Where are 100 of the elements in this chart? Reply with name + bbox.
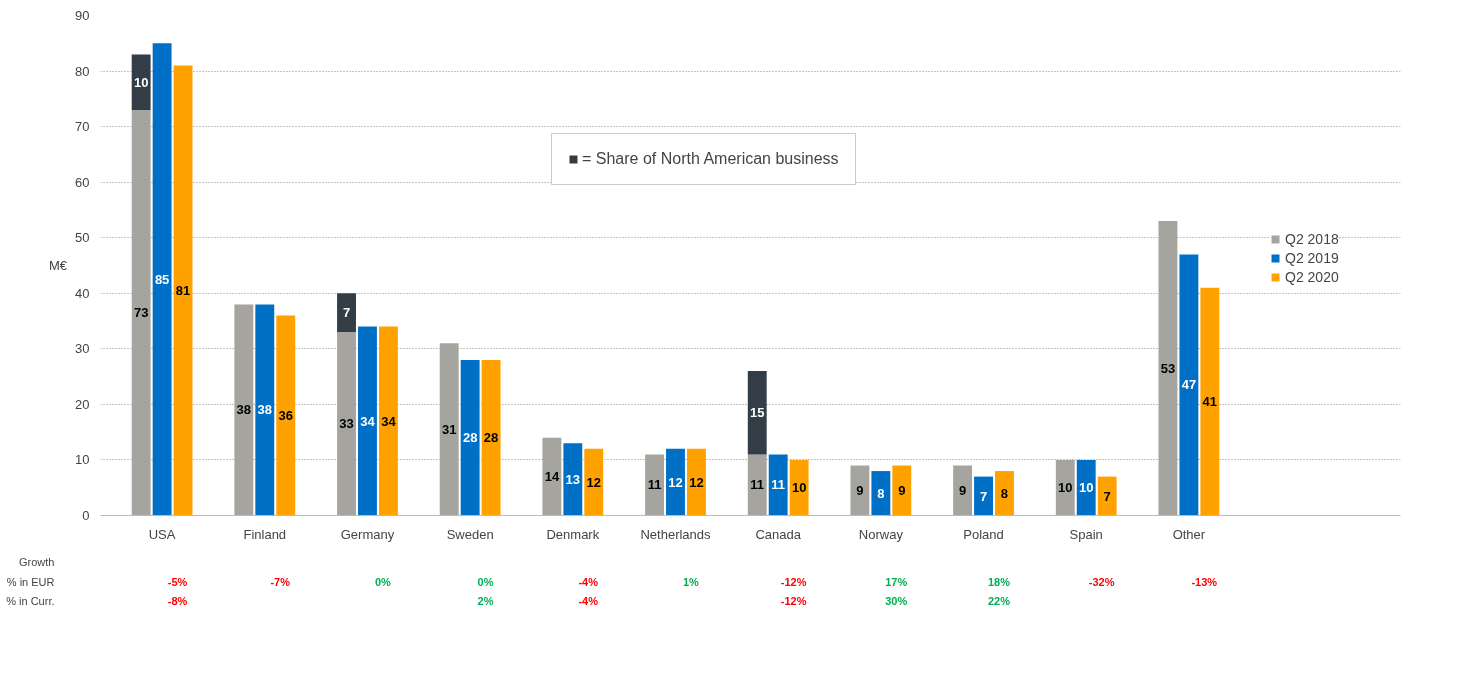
y-tick-label: 80 (75, 63, 90, 79)
text: 22% (987, 594, 1011, 607)
text: -13% (1191, 575, 1218, 588)
text: -4% (578, 575, 599, 588)
data-label: 10 (1078, 480, 1094, 496)
text: 18% (987, 575, 1011, 588)
legend-label: Q2 2020 (1285, 269, 1339, 285)
data-label: 34 (381, 413, 397, 429)
bar (439, 343, 459, 516)
bar (460, 359, 480, 516)
x-tick-label: Spain (1069, 526, 1103, 542)
data-label: 47 (1181, 377, 1197, 393)
data-label: 14 (544, 469, 560, 485)
y-tick-label: 50 (75, 230, 90, 246)
data-label: 38 (257, 402, 273, 418)
bar (255, 304, 275, 516)
x-tick-label: Other (1172, 526, 1206, 542)
data-label: 10 (791, 480, 807, 496)
data-label: 36 (278, 408, 293, 423)
text: 0% (374, 575, 392, 588)
bar (789, 459, 809, 516)
data-label: 28 (462, 430, 478, 446)
data-label: 12 (668, 474, 683, 490)
x-tick-label: Germany (340, 526, 395, 542)
bar (666, 448, 685, 516)
bar (645, 454, 664, 516)
bar (358, 326, 377, 516)
text: % in EUR (6, 575, 55, 588)
data-label: 41 (1202, 394, 1218, 410)
data-label: 33 (339, 416, 354, 432)
data-label: 15 (750, 405, 765, 421)
data-label: 9 (898, 483, 906, 498)
bar (173, 65, 193, 516)
data-label: 73 (133, 305, 149, 321)
data-label: 53 (1160, 360, 1176, 376)
data-label: 9 (958, 483, 967, 498)
bar (892, 465, 912, 516)
bar (747, 454, 767, 516)
text: 30% (885, 594, 908, 607)
data-label: 38 (236, 402, 252, 418)
text: -8% (167, 594, 188, 607)
y-tick-label: 20 (75, 396, 90, 412)
bar (276, 315, 296, 516)
y-tick-label: 40 (75, 285, 90, 301)
data-label: 85 (154, 271, 170, 287)
x-tick-label: USA (148, 526, 176, 542)
y-tick-label: 30 (75, 341, 90, 357)
data-label: 28 (483, 430, 499, 446)
data-label: 7 (342, 305, 351, 321)
bar (1097, 476, 1117, 516)
data-label: 31 (441, 421, 457, 437)
y-tick-label: 70 (75, 119, 90, 135)
x-tick-label: Denmark (546, 526, 600, 542)
data-label: 34 (360, 413, 376, 429)
x-tick-label: Canada (755, 526, 802, 542)
data-label: 12 (586, 474, 602, 490)
text: -7% (270, 575, 291, 588)
data-label: 10 (133, 74, 149, 90)
data-label: 7 (1103, 488, 1111, 504)
legend-label: = Share of North American business (582, 150, 839, 168)
bar (234, 304, 254, 516)
y-tick-label: 10 (75, 452, 90, 468)
data-label: 10 (1058, 480, 1073, 496)
data-label: 8 (877, 485, 885, 501)
bar (850, 465, 870, 516)
text: % in Curr. (6, 594, 55, 607)
bar (1076, 459, 1096, 516)
data-label: 11 (771, 477, 786, 493)
y-tick-label: 0 (82, 508, 90, 523)
bar (152, 43, 172, 516)
bar (974, 476, 993, 516)
text: -4% (578, 594, 599, 607)
data-label: 8 (1000, 485, 1009, 501)
data-label: 7 (979, 488, 988, 504)
y-tick-label: 90 (75, 8, 90, 23)
data-label: 11 (750, 477, 765, 493)
x-tick-label: Netherlands (640, 526, 712, 542)
bar (953, 465, 973, 516)
y-tick-label: 60 (75, 174, 90, 190)
text: Growth (19, 556, 55, 569)
bar (337, 332, 356, 516)
bar (584, 448, 604, 516)
data-label: 81 (175, 283, 191, 298)
text: -5% (167, 575, 188, 588)
bar (378, 326, 398, 516)
text: 0% (477, 575, 494, 588)
text: -12% (780, 575, 807, 588)
bar (1055, 459, 1075, 516)
y-axis-title: M€ (48, 258, 68, 273)
text: 2% (477, 594, 494, 607)
data-label: 11 (647, 477, 662, 493)
data-label: 9 (856, 483, 864, 498)
bar (1179, 254, 1199, 516)
data-label: 12 (689, 474, 704, 490)
bar (563, 443, 583, 516)
x-tick-label: Finland (243, 526, 287, 542)
legend-label: Q2 2018 (1285, 231, 1339, 247)
bar (687, 448, 706, 516)
text: -12% (780, 594, 807, 607)
bar (871, 471, 891, 516)
